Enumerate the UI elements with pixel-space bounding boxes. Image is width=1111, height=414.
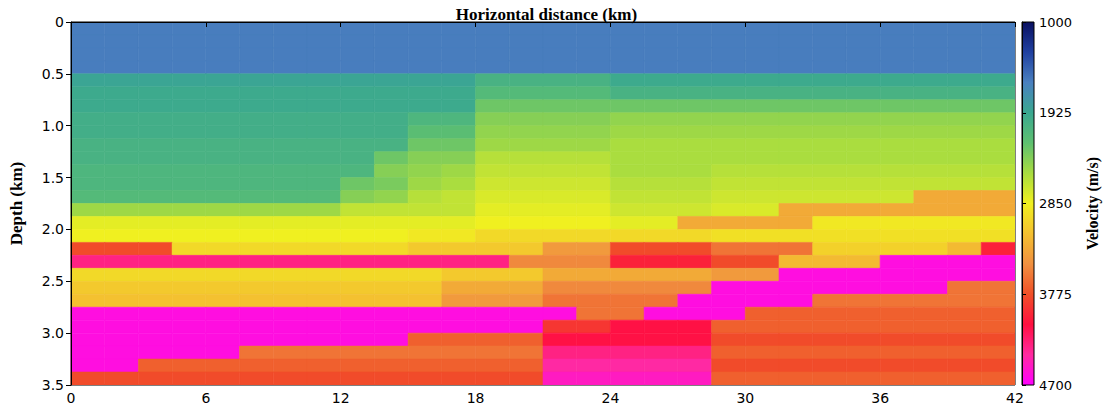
svg-text:1.5: 1.5 xyxy=(42,170,64,186)
svg-text:1.0: 1.0 xyxy=(42,118,64,134)
svg-text:0: 0 xyxy=(67,390,76,406)
svg-text:30: 30 xyxy=(736,390,754,406)
svg-text:Velocity (m/s): Velocity (m/s) xyxy=(1084,157,1102,250)
svg-text:4700: 4700 xyxy=(1039,378,1072,393)
svg-text:1000: 1000 xyxy=(1039,15,1072,30)
svg-text:0: 0 xyxy=(55,14,64,30)
svg-text:2.0: 2.0 xyxy=(42,221,64,237)
svg-text:2850: 2850 xyxy=(1039,196,1072,211)
svg-text:3.0: 3.0 xyxy=(42,325,64,341)
svg-text:36: 36 xyxy=(871,390,889,406)
svg-text:3.5: 3.5 xyxy=(42,377,64,393)
svg-text:Depth (km): Depth (km) xyxy=(7,162,26,246)
svg-text:0.5: 0.5 xyxy=(42,66,64,82)
svg-text:1925: 1925 xyxy=(1039,105,1072,120)
svg-text:2.5: 2.5 xyxy=(42,273,64,289)
svg-text:24: 24 xyxy=(602,390,620,406)
svg-text:Horizontal distance (km): Horizontal distance (km) xyxy=(456,5,637,24)
svg-text:12: 12 xyxy=(332,390,350,406)
svg-text:6: 6 xyxy=(201,390,210,406)
svg-text:3775: 3775 xyxy=(1039,287,1072,302)
svg-text:18: 18 xyxy=(467,390,485,406)
svg-text:42: 42 xyxy=(1006,390,1024,406)
